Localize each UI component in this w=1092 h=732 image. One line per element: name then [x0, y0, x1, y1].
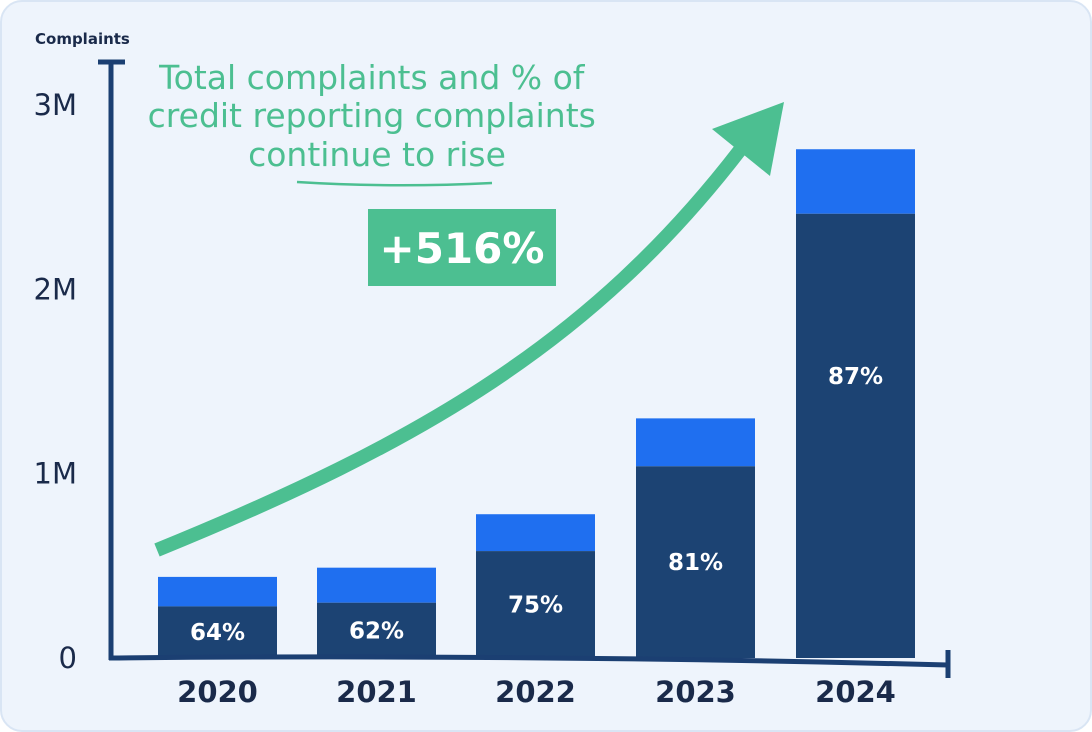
growth-badge-text: +516% [380, 224, 545, 273]
bar-pct-label-2020: 64% [190, 620, 245, 646]
bar-pct-label-2022: 75% [508, 593, 563, 619]
y-ticks-group: 0 1M 2M 3M [34, 88, 77, 675]
y-tick-label-1M: 1M [34, 457, 77, 491]
bar-other-2023 [636, 418, 755, 467]
x-tick-label-2023: 2023 [655, 675, 736, 709]
bar-credit-reporting-2020 [158, 606, 277, 658]
bar-credit-reporting-2023 [636, 466, 755, 658]
bars-group: 64% 62% 75% 81% 87% [158, 149, 915, 659]
chart-title-line-1: Total complaints and % of [158, 58, 586, 97]
growth-arrow-head [712, 102, 784, 176]
bar-pct-label-2024: 87% [828, 364, 883, 390]
bar-credit-reporting-2021 [317, 602, 436, 658]
bar-other-2021 [317, 567, 436, 603]
x-tick-label-2022: 2022 [495, 675, 576, 709]
bar-pct-label-2023: 81% [668, 550, 723, 576]
chart-title: Total complaints and % of credit reporti… [148, 58, 607, 174]
y-tick-label-2M: 2M [34, 272, 77, 306]
chart-title-line-3: continue to rise [248, 135, 506, 174]
growth-badge [368, 209, 556, 286]
bar-other-2022 [476, 514, 595, 552]
y-tick-label-3M: 3M [34, 88, 77, 122]
x-ticks-group: 2020 2021 2022 2023 2024 [177, 675, 896, 709]
y-tick-label-0: 0 [59, 641, 77, 675]
x-tick-label-2020: 2020 [177, 675, 258, 709]
x-tick-label-2024: 2024 [815, 675, 896, 709]
x-tick-label-2021: 2021 [336, 675, 417, 709]
growth-arrow-shaft [154, 145, 746, 557]
bar-pct-label-2021: 62% [349, 618, 404, 644]
bar-credit-reporting-2024 [796, 213, 915, 659]
chart-title-line-2: credit reporting complaints [148, 96, 596, 135]
x-axis-line [108, 654, 949, 668]
bar-other-2024 [796, 149, 915, 214]
y-axis-label: Complaints [35, 30, 130, 48]
bar-other-2020 [158, 576, 277, 607]
bar-credit-reporting-2022 [476, 551, 595, 658]
title-underline [296, 180, 493, 187]
